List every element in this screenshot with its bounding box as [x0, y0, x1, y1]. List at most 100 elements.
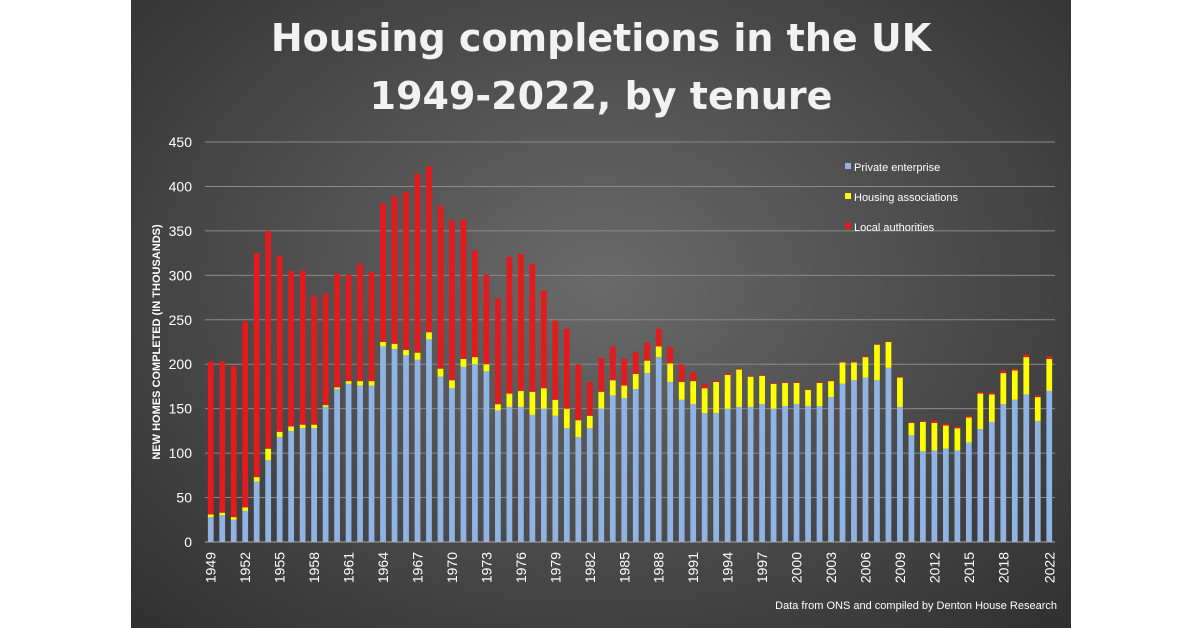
bar-segment: [357, 381, 363, 386]
x-tick-label: 1979: [547, 552, 563, 583]
bar-segment: [816, 382, 823, 406]
bar-segment: [908, 435, 915, 542]
bar-segment: [839, 361, 846, 363]
bar-segment: [977, 391, 984, 394]
bar-segment: [839, 362, 846, 384]
x-tick-label: 2000: [789, 552, 805, 583]
bar-segment: [920, 451, 926, 542]
bar-segment: [311, 428, 317, 542]
bar-segment: [483, 364, 490, 372]
bar-segment: [242, 510, 249, 542]
bar-segment: [288, 430, 295, 542]
bar-segment: [540, 388, 547, 409]
bar-segment: [598, 408, 605, 542]
bar-segment: [678, 399, 685, 542]
bar-segment: [747, 406, 754, 542]
x-tick-label: 2012: [926, 552, 942, 583]
bar-segment: [897, 376, 903, 378]
bar-segment: [391, 196, 398, 344]
bar-segment: [230, 366, 237, 518]
bar-segment: [242, 321, 249, 508]
bar-segment: [667, 382, 674, 542]
bar-segment: [449, 388, 455, 542]
bar-segment: [575, 364, 582, 421]
bar-segment: [265, 230, 272, 449]
bar-segment: [253, 481, 260, 542]
x-tick-label: 1958: [306, 552, 322, 583]
bar-segment: [793, 404, 800, 542]
y-tick-label: 100: [169, 445, 193, 461]
bar-segment: [1046, 356, 1053, 359]
bar-segment: [391, 343, 398, 350]
x-tick-label: 2006: [857, 552, 873, 583]
bar-segment: [563, 328, 570, 409]
bar-segment: [816, 382, 823, 383]
bar-segment: [965, 442, 972, 542]
bar-segment: [437, 368, 444, 377]
bar-segment: [851, 361, 857, 363]
source-note: Data from ONS and compiled by Denton Hou…: [775, 600, 1057, 612]
bar-segment: [609, 346, 616, 381]
bar-segment: [805, 406, 811, 542]
x-tick-label: 1961: [341, 552, 357, 583]
bar-segment: [334, 387, 340, 390]
bar-segment: [529, 263, 536, 392]
bar-segment: [1034, 397, 1041, 422]
bar-segment: [655, 346, 662, 358]
bar-segment: [449, 380, 455, 389]
bar-segment: [265, 460, 272, 542]
bar-segment: [529, 414, 536, 542]
bar-segment: [253, 477, 260, 482]
bar-segment: [242, 507, 249, 511]
legend-label: Private enterprise: [854, 162, 940, 174]
bar-segment: [931, 422, 938, 451]
bar-segment: [690, 381, 697, 405]
bar-segment: [770, 382, 777, 384]
legend-label: Local authorities: [854, 222, 935, 234]
bar-segment: [495, 410, 501, 542]
bar-segment: [552, 399, 559, 416]
bar-segment: [609, 395, 616, 542]
bar-segment: [575, 437, 582, 542]
bar-segment: [414, 359, 421, 542]
bar-segment: [563, 408, 570, 429]
bar-segment: [598, 391, 605, 409]
bar-segment: [207, 361, 214, 515]
bar-segment: [311, 424, 317, 429]
bar-segment: [667, 347, 674, 364]
bar-segment: [334, 389, 340, 542]
bar-segment: [403, 355, 409, 542]
bar-segment: [276, 255, 283, 432]
chart-title-line-2: 1949-2022, by tenure: [369, 74, 833, 118]
bar-segment: [713, 380, 720, 382]
bar-segment: [1023, 354, 1030, 358]
y-tick-label: 300: [169, 267, 193, 283]
bar-segment: [908, 422, 915, 436]
bar-segment: [1046, 390, 1053, 542]
bar-segment: [230, 517, 237, 520]
bar-segment: [1023, 394, 1030, 542]
y-tick-label: 250: [169, 312, 193, 328]
bar-segment: [793, 382, 800, 383]
bar-segment: [954, 426, 961, 429]
y-tick-label: 350: [169, 223, 193, 239]
bar-segment: [759, 404, 765, 542]
bar-segment: [816, 406, 823, 542]
bar-segment: [874, 343, 880, 345]
x-tick-label: 1997: [754, 552, 770, 583]
bar-segment: [483, 274, 490, 365]
bar-segment: [747, 375, 754, 377]
bar-segment: [988, 422, 995, 542]
legend-label: Housing associations: [854, 192, 958, 204]
bar-segment: [644, 360, 651, 374]
x-tick-label: 2003: [823, 552, 839, 583]
x-tick-label: 1967: [410, 552, 426, 583]
bar-segment: [885, 342, 892, 368]
x-tick-label: 1955: [272, 552, 288, 583]
bar-segment: [552, 415, 559, 542]
bar-segment: [678, 364, 685, 382]
bar-segment: [518, 406, 524, 542]
chart-title-line-1: Housing completions in the UK: [270, 16, 932, 60]
bar-segment: [529, 391, 536, 415]
